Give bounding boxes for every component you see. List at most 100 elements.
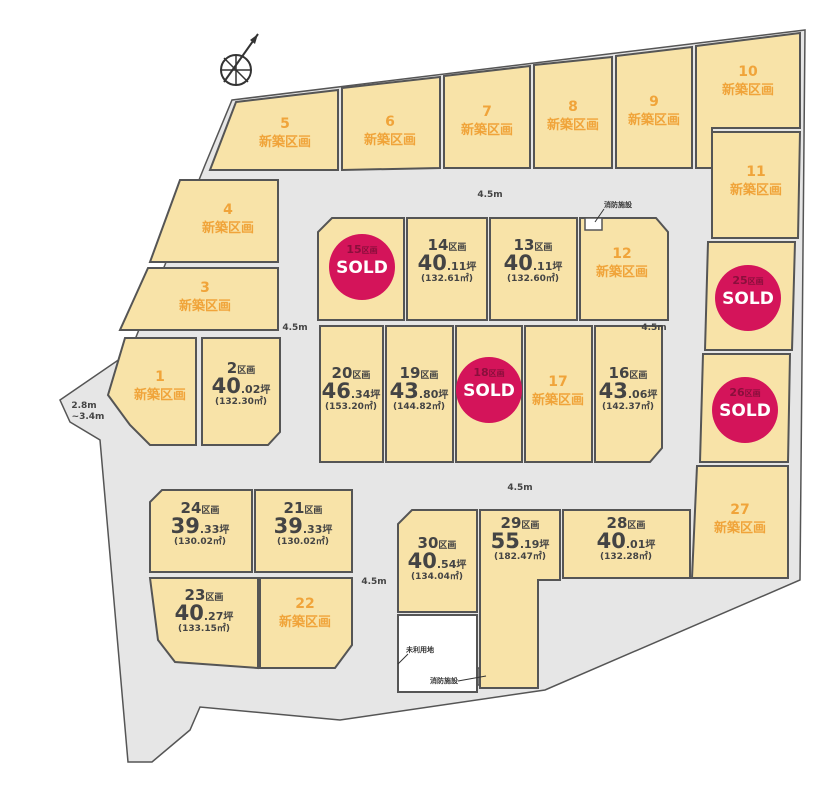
sold-badge [456, 357, 522, 423]
lot-9[interactable]: 9 新築区画 [615, 45, 693, 169]
lot-27[interactable]: 27 新築区画 [690, 465, 789, 579]
tsubo-dec: .11 [447, 260, 467, 273]
lot-10[interactable]: 10 新築区画 [695, 31, 801, 169]
lot-number: 20区画 [332, 364, 371, 382]
kukaku-label: 区画 [362, 246, 378, 255]
lot-boundary [443, 64, 531, 169]
tsubo-int: 40 [418, 251, 447, 275]
lot-number-value: 14 [428, 236, 449, 254]
lot-boundary [319, 325, 384, 463]
lot-number: 25区画 [732, 274, 763, 287]
tsubo-unit: 坪 [552, 260, 562, 273]
lot-boundary [690, 465, 789, 579]
lot-5[interactable]: 5 新築区画 [208, 88, 339, 171]
lot-boundary [579, 217, 669, 321]
tsubo-dec: .01 [626, 538, 646, 551]
lot-boundary [208, 88, 339, 171]
lot-1[interactable]: 1 新築区画 [106, 337, 197, 446]
lot-6[interactable]: 6 新築区画 [341, 75, 441, 172]
tsubo-dec: .34 [351, 388, 371, 401]
new-build-label: 新築区画 [628, 112, 680, 128]
kukaku-label: 区画 [237, 365, 255, 376]
lot-boundary [524, 325, 593, 463]
lot-7[interactable]: 7 新築区画 [443, 64, 531, 169]
lot-number: 17 [548, 374, 567, 390]
lot-number-value: 28 [607, 514, 628, 532]
tsubo-unit: 坪 [370, 388, 380, 401]
kukaku-label: 区画 [534, 242, 552, 253]
sqm-area: (130.02㎡) [174, 535, 226, 547]
tsubo-dec: .80 [419, 388, 439, 401]
new-build-label: 新築区画 [461, 122, 513, 138]
lot-number-value: 2 [227, 359, 237, 377]
lot-boundary [259, 577, 353, 669]
lot-number: 12 [612, 246, 631, 262]
note-label: 消防施設 [604, 200, 633, 209]
lot-8[interactable]: 8 新築区画 [533, 55, 613, 169]
lot-number: 8 [568, 99, 578, 115]
lot-number: 27 [730, 502, 749, 518]
new-build-label: 新築区画 [714, 520, 766, 536]
lot-number: 9 [649, 94, 659, 110]
lot-26[interactable]: 26区画 SOLD [698, 353, 792, 463]
lot-number: 30区画 [418, 534, 457, 552]
lot-25[interactable]: 25区画 SOLD [703, 241, 797, 351]
lot-12[interactable]: 12 新築区画 [579, 217, 669, 321]
lot-number-value: 21 [284, 499, 305, 517]
lot-number-value: 29 [501, 514, 522, 532]
lot-3[interactable]: 3 新築区画 [118, 267, 279, 331]
lot-number: 15区画 [346, 243, 377, 256]
lot-boundary [148, 179, 279, 263]
lot-number-value: 16 [609, 364, 630, 382]
kukaku-label: 区画 [438, 540, 456, 551]
tsubo-dec: .33 [303, 523, 323, 536]
lot-number-value: 13 [514, 236, 535, 254]
lot-boundary [489, 217, 578, 321]
tsubo-dec: .11 [533, 260, 553, 273]
lot-11[interactable]: 11 新築区画 [711, 131, 802, 239]
lot-4[interactable]: 4 新築区画 [148, 179, 279, 263]
lot-17[interactable]: 17 新築区画 [524, 325, 593, 463]
lot-22[interactable]: 22 新築区画 [259, 577, 353, 669]
leader-line [594, 208, 605, 223]
kukaku-label: 区画 [521, 520, 539, 531]
lot-boundary [406, 217, 488, 321]
road-width-label: 4.5m [507, 483, 532, 493]
lot-number-value: 15 [346, 243, 361, 256]
lot-boundary [106, 337, 197, 446]
lot-15[interactable]: 15区画 SOLD [317, 217, 405, 321]
tsubo-unit: 坪 [456, 558, 466, 571]
kukaku-label: 区画 [420, 370, 438, 381]
tsubo-dec: .27 [204, 610, 224, 623]
lot-number: 26区画 [729, 386, 760, 399]
tsubo-area: 39.33坪 [274, 514, 333, 538]
lot-boundary [562, 509, 691, 579]
sold-label: SOLD [336, 258, 388, 278]
new-build-label: 新築区画 [134, 387, 186, 403]
new-build-label: 新築区画 [596, 264, 648, 280]
tsubo-unit: 坪 [322, 523, 332, 536]
tsubo-area: 40.27坪 [175, 601, 234, 625]
sqm-area: (134.04㎡) [411, 570, 463, 582]
road-width-label: ~3.4m [72, 412, 105, 422]
lot-boundary [385, 325, 454, 463]
sqm-area: (132.30㎡) [215, 395, 267, 407]
note-label: 消防施設 [430, 676, 459, 685]
new-build-label: 新築区画 [279, 614, 331, 630]
sold-label: SOLD [463, 381, 515, 401]
lot-18[interactable]: 18区画 SOLD [455, 325, 523, 463]
tsubo-area: 40.54坪 [408, 549, 467, 573]
lot-boundary [533, 55, 613, 169]
